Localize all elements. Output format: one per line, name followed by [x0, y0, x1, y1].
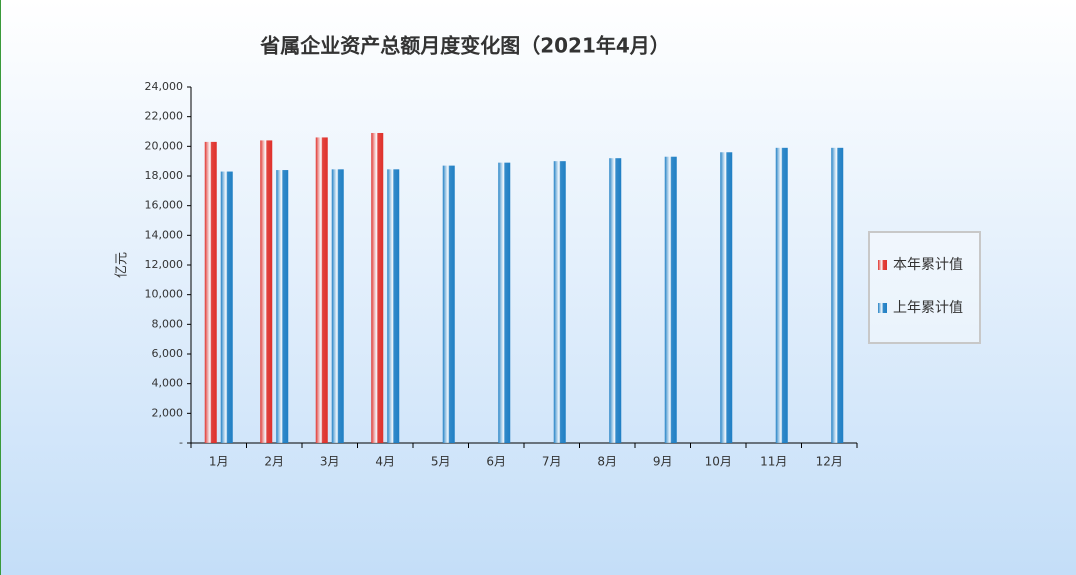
x-tick-label: 1月: [209, 455, 229, 469]
bar: [831, 147, 844, 444]
x-tick-label: 6月: [486, 455, 506, 469]
y-tick-label: 12,000: [145, 258, 184, 271]
legend-marker: [878, 260, 887, 270]
legend-label: 本年累计值: [893, 257, 963, 273]
legend-label: 上年累计值: [893, 300, 963, 316]
legend-box: [868, 231, 981, 344]
x-tick-label: 12月: [816, 455, 843, 469]
y-tick-label: 24,000: [145, 80, 184, 93]
bar: [664, 156, 677, 443]
x-tick-label: 11月: [760, 455, 787, 469]
y-tick-label: 14,000: [145, 228, 184, 241]
x-tick-label: 3月: [320, 455, 340, 469]
y-tick-label: 16,000: [145, 199, 184, 212]
bar: [315, 137, 328, 443]
x-tick-label: 4月: [375, 455, 395, 469]
x-tick-label: 9月: [653, 455, 673, 469]
bar: [204, 141, 217, 443]
chart-title: 省属企业资产总额月度变化图（2021年4月）: [259, 34, 670, 58]
y-tick-label: 2,000: [152, 406, 184, 419]
bar: [498, 162, 511, 443]
x-tick-label: 10月: [705, 455, 732, 469]
x-tick-label: 7月: [542, 455, 562, 469]
bar: [720, 152, 733, 443]
y-tick-label: 18,000: [145, 169, 184, 182]
y-tick-label: 20,000: [145, 139, 184, 152]
y-tick-label: 6,000: [152, 347, 184, 360]
bar: [387, 169, 400, 443]
bar: [609, 158, 622, 443]
x-tick-label: 2月: [264, 455, 284, 469]
y-axis-label: 亿元: [115, 252, 130, 278]
bar: [276, 170, 289, 444]
legend-marker: [878, 303, 887, 313]
y-tick-label: 4,000: [152, 377, 184, 390]
y-tick-label: 8,000: [152, 317, 184, 330]
y-tick-label: 22,000: [145, 110, 184, 123]
bar: [260, 140, 273, 443]
bar: [331, 169, 344, 443]
y-tick-label: 10,000: [145, 288, 184, 301]
bar: [220, 171, 233, 444]
bar: [775, 147, 788, 444]
bar: [371, 132, 384, 443]
bar: [553, 161, 566, 443]
x-tick-label: 8月: [597, 455, 617, 469]
y-tick-label: -: [179, 436, 183, 449]
x-tick-label: 5月: [431, 455, 451, 469]
bar: [442, 165, 455, 443]
